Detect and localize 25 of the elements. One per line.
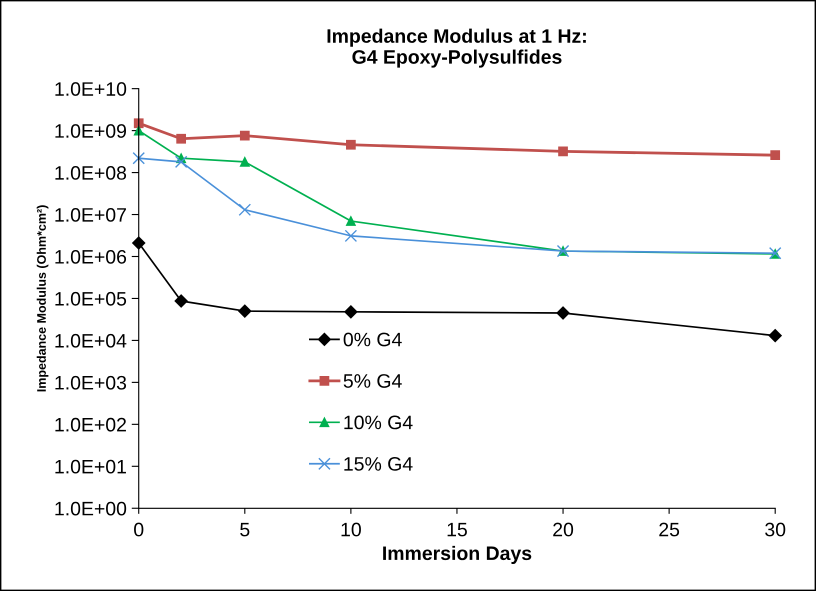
- y-tick-label: 1.0E+02: [55, 418, 126, 432]
- chart-title: Impedance Modulus at 1 Hz: G4 Epoxy-Polysulfides: [328, 28, 586, 68]
- x-axis-title: Immersion Days: [383, 546, 532, 564]
- y-tick-label: 1.0E+00: [55, 502, 126, 516]
- y-tick-label: 1.0E+06: [55, 250, 126, 264]
- y-tick-label: 1.0E+07: [55, 208, 126, 222]
- legend-label: 0% G4: [344, 332, 402, 346]
- y-tick-label: 1.0E+10: [55, 82, 126, 96]
- y-tick-label: 1.0E+03: [55, 376, 126, 390]
- legend-label: 5% G4: [344, 374, 402, 388]
- legend-label: 10% G4: [344, 416, 413, 430]
- y-tick-label: 1.0E+05: [55, 292, 126, 306]
- x-tick-label: 0: [134, 522, 144, 536]
- x-tick-label: 30: [765, 522, 786, 536]
- y-axis-title: Impedance Modulus (Ohm*cm²): [36, 205, 48, 392]
- y-tick-label: 1.0E+08: [55, 166, 126, 180]
- y-tick-label: 1.0E+01: [55, 460, 126, 474]
- x-tick-label: 25: [659, 522, 680, 536]
- x-tick-label: 20: [553, 522, 574, 536]
- x-tick-label: 15: [448, 522, 467, 536]
- y-tick-label: 1.0E+09: [55, 124, 126, 138]
- legend-label: 15% G4: [344, 456, 413, 471]
- x-tick-label: 10: [342, 522, 361, 536]
- x-tick-label: 5: [240, 522, 250, 536]
- y-tick-label: 1.0E+04: [55, 334, 126, 348]
